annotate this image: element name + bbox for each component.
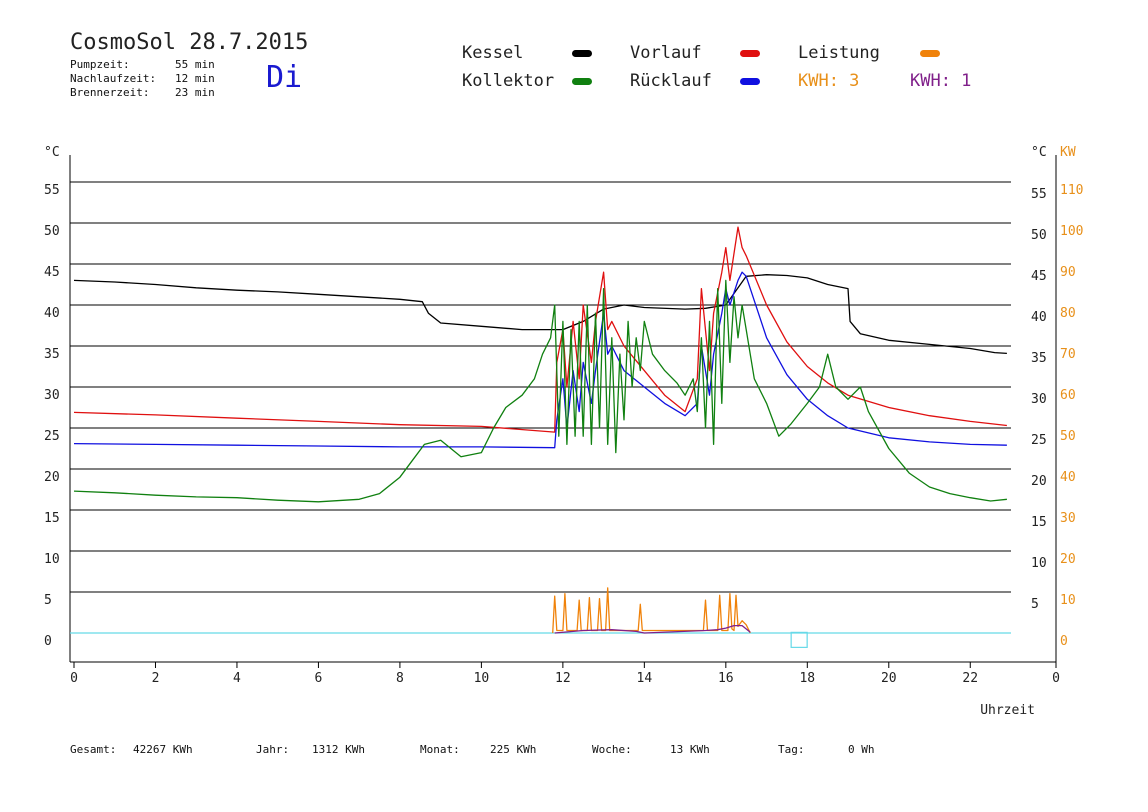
series-leistung-line [552, 587, 751, 634]
brennerzeit-value: 23 min [175, 86, 215, 99]
x-tick-label-9: 18 [799, 671, 815, 686]
y-tick-right-c-45: 45 [1031, 269, 1047, 284]
x-tick-label-12: 0 [1052, 671, 1060, 686]
footer-monat-value: 225 KWh [490, 743, 537, 756]
footer-monat-label: Monat: [420, 743, 460, 756]
footer-jahr-value: 1312 KWh [312, 743, 365, 756]
y-tick-right-c-30: 30 [1031, 392, 1047, 407]
y-tick-left-15: 15 [44, 511, 60, 526]
y-tick-right-kw-60: 60 [1060, 388, 1076, 403]
legend-ruecklauf-swatch [740, 78, 760, 85]
y-tick-left-10: 10 [44, 552, 60, 567]
footer-tag-label: Tag: [778, 743, 805, 756]
legend-leistung-label: Leistung [798, 43, 880, 63]
footer-woche-label: Woche: [592, 743, 632, 756]
footer-gesamt-value: 42267 KWh [133, 743, 193, 756]
y-label-right-kw: KW [1060, 145, 1076, 160]
series-kwh-line [554, 624, 751, 634]
y-tick-left-20: 20 [44, 470, 60, 485]
y-tick-right-kw-100: 100 [1060, 224, 1083, 239]
y-tick-right-c-25: 25 [1031, 433, 1047, 448]
legend-kwh-purple: KWH: 1 [910, 71, 972, 91]
y-tick-right-kw-90: 90 [1060, 265, 1076, 280]
series-kessel-line [73, 274, 1007, 355]
legend-kessel-swatch [572, 50, 592, 57]
y-tick-left-25: 25 [44, 429, 60, 444]
legend-leistung-swatch [920, 50, 940, 57]
y-tick-left-35: 35 [44, 347, 60, 362]
y-tick-left-45: 45 [44, 265, 60, 280]
legend-ruecklauf-label: Rücklauf [630, 71, 712, 91]
y-tick-left-5: 5 [44, 593, 52, 608]
footer-woche-value: 13 KWh [670, 743, 710, 756]
nachlaufzeit-label: Nachlaufzeit: [70, 72, 157, 85]
x-tick-label-3: 6 [315, 671, 323, 686]
pumpzeit-value: 55 min [175, 58, 215, 71]
footer-gesamt-label: Gesamt: [70, 743, 117, 756]
y-tick-left-55: 55 [44, 183, 60, 198]
series-kollektor-line [73, 279, 1007, 503]
y-tick-right-c-20: 20 [1031, 474, 1047, 489]
y-tick-right-c-55: 55 [1031, 187, 1047, 202]
x-tick-label-8: 16 [718, 671, 734, 686]
y-label-left: °C [44, 145, 60, 160]
y-tick-right-kw-40: 40 [1060, 470, 1076, 485]
legend-kollektor-swatch [572, 78, 592, 85]
y-tick-right-c-35: 35 [1031, 351, 1047, 366]
legend-kessel-label: Kessel [462, 43, 524, 63]
y-tick-right-c-40: 40 [1031, 310, 1047, 325]
y-tick-right-kw-10: 10 [1060, 593, 1076, 608]
y-tick-right-c-50: 50 [1031, 228, 1047, 243]
legend-kwh-orange: KWH: 3 [798, 71, 860, 91]
x-tick-label-5: 10 [474, 671, 490, 686]
brennerzeit-label: Brennerzeit: [70, 86, 150, 99]
y-tick-right-kw-70: 70 [1060, 347, 1076, 362]
x-tick-label-4: 8 [396, 671, 404, 686]
marker-square-0 [790, 631, 808, 648]
x-tick-label-1: 2 [152, 671, 160, 686]
y-tick-left-30: 30 [44, 388, 60, 403]
weekday: Di [266, 60, 303, 95]
y-tick-right-kw-30: 30 [1060, 511, 1076, 526]
x-tick-label-10: 20 [881, 671, 897, 686]
footer-tag-value: 0 Wh [848, 743, 875, 756]
y-tick-right-c-10: 10 [1031, 556, 1047, 571]
y-tick-right-c-5: 5 [1031, 597, 1039, 612]
y-tick-right-kw-110: 110 [1060, 183, 1083, 198]
y-tick-right-c-15: 15 [1031, 515, 1047, 530]
x-tick-label-6: 12 [555, 671, 571, 686]
chart-title: CosmoSol 28.7.2015 [70, 30, 309, 55]
x-tick-label-0: 0 [70, 671, 78, 686]
footer-jahr-label: Jahr: [256, 743, 290, 756]
y-tick-right-kw-50: 50 [1060, 429, 1076, 444]
y-tick-left-50: 50 [44, 224, 60, 239]
legend-kollektor-label: Kollektor [462, 71, 555, 91]
series-rcklauf-line [73, 271, 1007, 449]
x-tick-label-7: 14 [637, 671, 653, 686]
y-label-right-c: °C [1031, 145, 1047, 160]
nachlaufzeit-value: 12 min [175, 72, 215, 85]
x-axis-title: Uhrzeit [980, 703, 1035, 718]
legend-vorlauf-swatch [740, 50, 760, 57]
y-tick-left-0: 0 [44, 634, 52, 649]
series-vorlauf-line [73, 226, 1007, 433]
pumpzeit-label: Pumpzeit: [70, 58, 130, 71]
y-tick-left-40: 40 [44, 306, 60, 321]
x-tick-label-2: 4 [233, 671, 241, 686]
y-tick-right-kw-20: 20 [1060, 552, 1076, 567]
y-tick-right-kw-80: 80 [1060, 306, 1076, 321]
x-tick-label-11: 22 [962, 671, 978, 686]
legend-vorlauf-label: Vorlauf [630, 43, 702, 63]
y-tick-right-kw-0: 0 [1060, 634, 1068, 649]
